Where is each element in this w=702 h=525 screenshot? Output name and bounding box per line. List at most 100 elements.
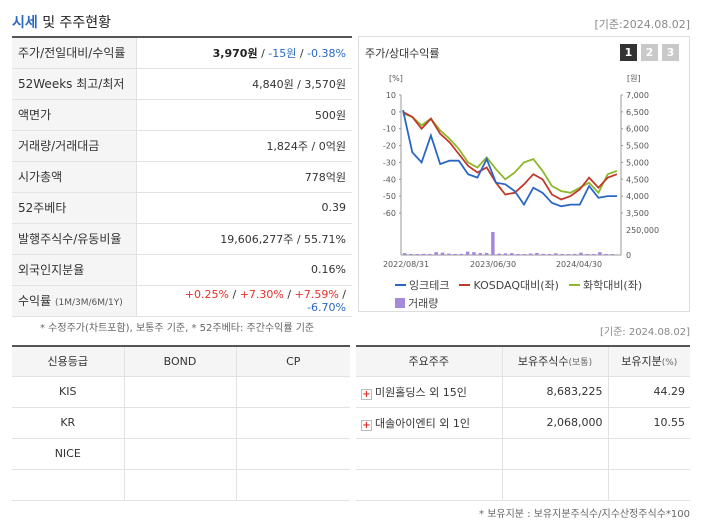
legend-line-icon [395,284,406,286]
row-label: 거래량/거래대금 [12,130,137,162]
holder-name-cell[interactable]: + 미원홀딩스 외 15인 [356,376,503,408]
cp-rating [236,469,350,501]
table-row: + 미원홀딩스 외 15인 8,683,225 44.29 [356,376,690,408]
legend-label: KOSDAQ대비(좌) [473,279,559,292]
volume-bar [510,253,514,255]
returns-value: +0.25% / +7.30% / +7.59% / -6.70% [136,285,352,317]
empty-cell [608,469,690,501]
legend-item-volume: 거래량 [395,295,438,311]
section-title: 시세 및 주주현황 [12,12,111,32]
table-row: 발행주식수/유동비율 19,606,277주 / 55.71% [12,223,352,255]
row-value: 19,606,277주 / 55.71% [136,223,352,255]
volume-bar [403,253,407,255]
right-tick-label: 4,500 [626,175,649,184]
holder-shares: 2,068,000 [502,407,609,439]
separator: / [257,46,269,60]
return-6m: +7.59% [294,287,339,301]
volume-bar [478,253,483,255]
left-tick-label: -40 [383,175,396,184]
row-label: 시가총액 [12,161,137,193]
volume-bar [459,253,464,255]
chart-page-3-button[interactable]: 3 [662,44,679,61]
holder-name-cell[interactable]: + 대솔아이엔티 외 1인 [356,407,503,439]
row-label: 발행주식수/유동비율 [12,223,137,255]
row-value: 1,824주 / 0억원 [136,130,352,162]
row-label: 액면가 [12,99,137,131]
legend-label: 화학대비(좌) [582,279,643,292]
right-tick-label: 3,500 [626,209,649,218]
left-tick-label: -50 [383,192,396,201]
right-tick-label: 4,000 [626,192,649,201]
volume-bar [591,254,596,255]
volume-bar [447,253,451,255]
column-header-unit: (보통) [568,358,593,369]
table-row: 수익률 (1M/3M/6M/1Y) +0.25% / +7.30% / +7.5… [12,285,352,317]
return-1m: +0.25% [184,287,229,301]
volume-bar [566,254,571,255]
price-chart: [%] [원] 10 0 -10 -20 -30 -40 -50 -60 7,000 6,500 6,0… [383,74,659,269]
left-tick-label: 0 [391,108,396,117]
table-row: 52Weeks 최고/최저 4,840원 / 3,570원 [12,68,352,100]
right-tick-label: 5,500 [626,142,649,151]
left-tick-label: -30 [383,158,396,167]
row-value: 0.16% [136,254,352,286]
left-tick-label: -20 [383,142,396,151]
column-header-label: 보유지분 [621,355,662,369]
volume-bar [472,252,476,255]
chart-page-2-button[interactable]: 2 [641,44,658,61]
volume-bar [572,253,577,255]
table-header-row: 주요주주 보유주식수(보통) 보유지분(%) [356,346,690,377]
table-row [356,438,690,470]
separator: / [232,287,237,301]
empty-cell [502,469,609,501]
return-label: 수익률 [18,294,52,308]
rating-agency: KIS [12,376,125,408]
column-header: 주요주주 [356,346,503,377]
volume-bar [604,254,608,255]
volume-bar [484,252,489,255]
major-shareholders-table: 주요주주 보유주식수(보통) 보유지분(%) + 미원홀딩스 외 15인 8,68… [356,345,690,501]
separator: / [287,287,292,301]
left-unit-label: [%] [389,74,403,83]
bond-rating [124,438,237,470]
legend-item-price: 잉크테크 [395,277,449,293]
section-header: 시세 및 주주현황 [기준:2024.08.02] [12,6,690,34]
volume-bar [421,253,426,255]
row-label: 52Weeks 최고/최저 [12,68,137,100]
table-row: 주가/전일대비/수익률 3,970원 / -15원 / -0.38% [12,37,352,69]
volume-bar [415,254,420,255]
table-row [12,469,350,501]
rating-agency: KR [12,407,125,439]
bond-rating [124,469,237,501]
cp-rating [236,438,350,470]
x-tick-label: 2023/06/30 [470,260,516,269]
separator: / [296,46,308,60]
volume-tick-label: 0 [626,251,631,260]
empty-cell [356,438,503,470]
volume-bar [598,252,602,255]
volume-bar [503,253,508,255]
expand-plus-icon[interactable]: + [361,388,372,400]
column-header: 보유주식수(보통) [502,346,609,377]
price-summary: 3,970원 / -15원 / -0.38% [136,37,352,69]
chart-page-1-button[interactable]: 1 [620,44,637,61]
table-row: KR [12,407,350,439]
holder-name[interactable]: 대솔아이엔티 외 1인 [375,416,470,430]
volume-bar [409,254,413,255]
return-1y: -6.70% [307,300,346,314]
row-value: 0.39 [136,192,352,224]
volume-bar [497,253,501,255]
expand-plus-icon[interactable]: + [361,419,372,431]
chart-panel: 주가/상대수익률 1 2 3 [%] [원] 10 0 -10 -20 -30 -40 -50-… [358,36,690,312]
volume-bar [453,254,457,255]
volume-bar [541,253,545,255]
volume-bar [428,254,432,255]
column-header: 신용등급 [12,346,125,377]
holder-name[interactable]: 미원홀딩스 외 15인 [375,385,467,399]
volume-bar [440,252,445,255]
row-value: 4,840원 / 3,570원 [136,68,352,100]
cp-rating [236,407,350,439]
footnote-quote: * 수정주가(차트포함), 보통주 기준, * 52주베타: 주간수익률 기준 [40,323,315,334]
return-periods: (1M/3M/6M/1Y) [54,298,123,308]
legend-item-chem: 화학대비(좌) [568,277,643,293]
